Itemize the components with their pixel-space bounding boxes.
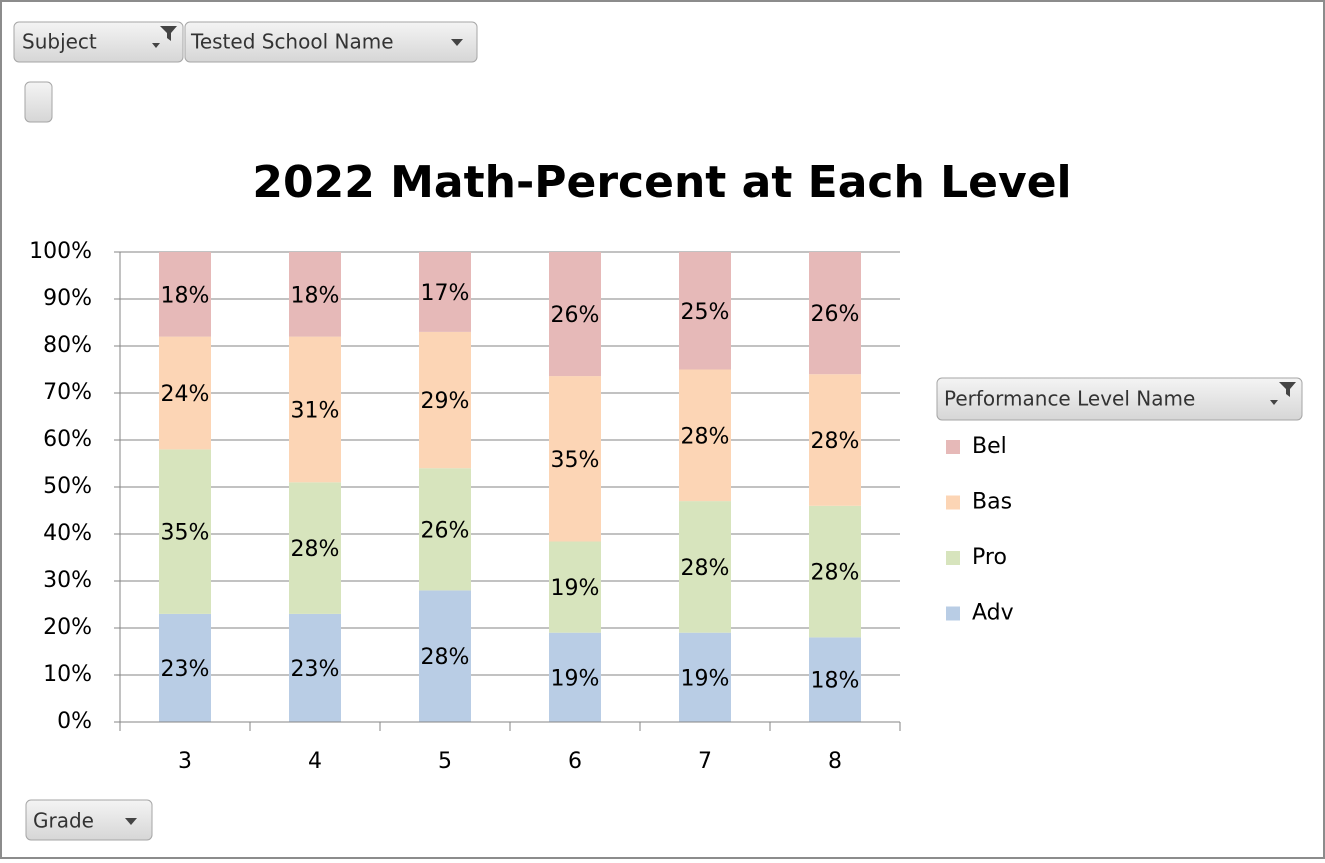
y-tick-label: 50%: [43, 474, 92, 499]
legend-swatch: [946, 440, 960, 454]
chart-title: 2022 Math-Percent at Each Level: [252, 157, 1071, 208]
legend-swatch: [946, 606, 960, 621]
data-label: 23%: [291, 657, 340, 682]
dropdown-arrow: [451, 39, 463, 46]
data-label: 28%: [681, 556, 730, 581]
button-label: Subject: [22, 30, 97, 54]
data-label: 28%: [681, 424, 730, 449]
x-tick-label: 6: [568, 749, 582, 774]
legend-swatch: [946, 495, 960, 510]
x-tick-label: 7: [698, 749, 712, 774]
bar-segment: [419, 331, 471, 469]
y-tick-label: 0%: [57, 709, 92, 734]
bar-segment: [549, 252, 601, 377]
data-label: 29%: [421, 389, 470, 414]
y-tick-label: 80%: [43, 333, 92, 358]
data-label: 28%: [811, 561, 860, 586]
button-bg: [13, 21, 184, 63]
data-label: 23%: [161, 657, 210, 682]
bar-segment: [809, 374, 861, 506]
data-label: 26%: [811, 302, 860, 327]
x-tick-label: 8: [828, 749, 842, 774]
dropdown-arrow: [125, 818, 137, 825]
x-tick-label: 3: [178, 749, 192, 774]
button-label: Performance Level Name: [944, 387, 1195, 411]
data-label: 18%: [811, 669, 860, 694]
data-label: 28%: [811, 429, 860, 454]
filter-icon: [1270, 382, 1296, 405]
x-tick-label: 4: [308, 749, 322, 774]
bar-segment: [549, 632, 601, 722]
bar-segment: [679, 632, 731, 722]
bar-segment: [679, 369, 731, 502]
y-tick-label: 70%: [43, 380, 92, 405]
bar-segment: [549, 376, 601, 542]
bar-segment: [419, 252, 471, 332]
legend-label: Bel: [972, 434, 1007, 459]
data-label: 35%: [161, 521, 210, 546]
data-label: 35%: [551, 448, 600, 473]
bar-segment: [289, 613, 341, 722]
bar-segment: [419, 468, 471, 591]
data-label: 24%: [161, 382, 210, 407]
bar-segment: [809, 252, 861, 375]
bar-segment: [159, 449, 211, 614]
y-tick-label: 100%: [29, 239, 92, 264]
legend-label: Adv: [972, 601, 1014, 626]
legend-field-button[interactable]: Performance Level Name: [936, 377, 1303, 421]
x-tick-label: 5: [438, 749, 452, 774]
filter-icon: [152, 26, 177, 48]
data-label: 17%: [421, 281, 470, 306]
school-button[interactable]: Tested School Name: [184, 21, 478, 63]
bar-segment: [809, 505, 861, 638]
subject-button[interactable]: Subject: [13, 21, 184, 63]
data-label: 28%: [421, 645, 470, 670]
legend-label: Pro: [972, 545, 1007, 570]
data-label: 26%: [421, 518, 470, 543]
data-label: 31%: [291, 398, 340, 423]
bar-segment: [809, 637, 861, 722]
bar-segment: [159, 252, 211, 337]
grade-button[interactable]: Grade: [25, 799, 153, 841]
button-bg: [184, 21, 478, 63]
bar-segment: [679, 501, 731, 633]
button-label: Grade: [33, 809, 94, 833]
bar-segment: [289, 336, 341, 483]
data-label: 19%: [551, 576, 600, 601]
button-label: Tested School Name: [190, 30, 394, 54]
y-tick-label: 90%: [43, 286, 92, 311]
bar-segment: [679, 252, 731, 370]
y-tick-label: 30%: [43, 568, 92, 593]
empty-button[interactable]: [24, 81, 53, 123]
bar-segment: [159, 613, 211, 722]
bar-segment: [289, 252, 341, 337]
button-bg: [25, 799, 153, 841]
bar-segment: [419, 590, 471, 722]
bar-segment: [159, 336, 211, 450]
y-tick-label: 20%: [43, 615, 92, 640]
legend-swatch: [946, 551, 960, 565]
data-label: 28%: [291, 537, 340, 562]
y-tick-label: 60%: [43, 427, 92, 452]
bar-segment: [289, 482, 341, 614]
bar-segment: [549, 541, 601, 633]
button-bg: [936, 377, 1303, 421]
y-tick-label: 40%: [43, 521, 92, 546]
data-label: 18%: [161, 283, 210, 308]
data-label: 19%: [551, 666, 600, 691]
y-tick-label: 10%: [43, 662, 92, 687]
data-label: 18%: [291, 283, 340, 308]
data-label: 19%: [681, 666, 730, 691]
data-label: 26%: [551, 303, 600, 328]
legend-label: Bas: [972, 490, 1012, 515]
data-label: 25%: [681, 300, 730, 325]
